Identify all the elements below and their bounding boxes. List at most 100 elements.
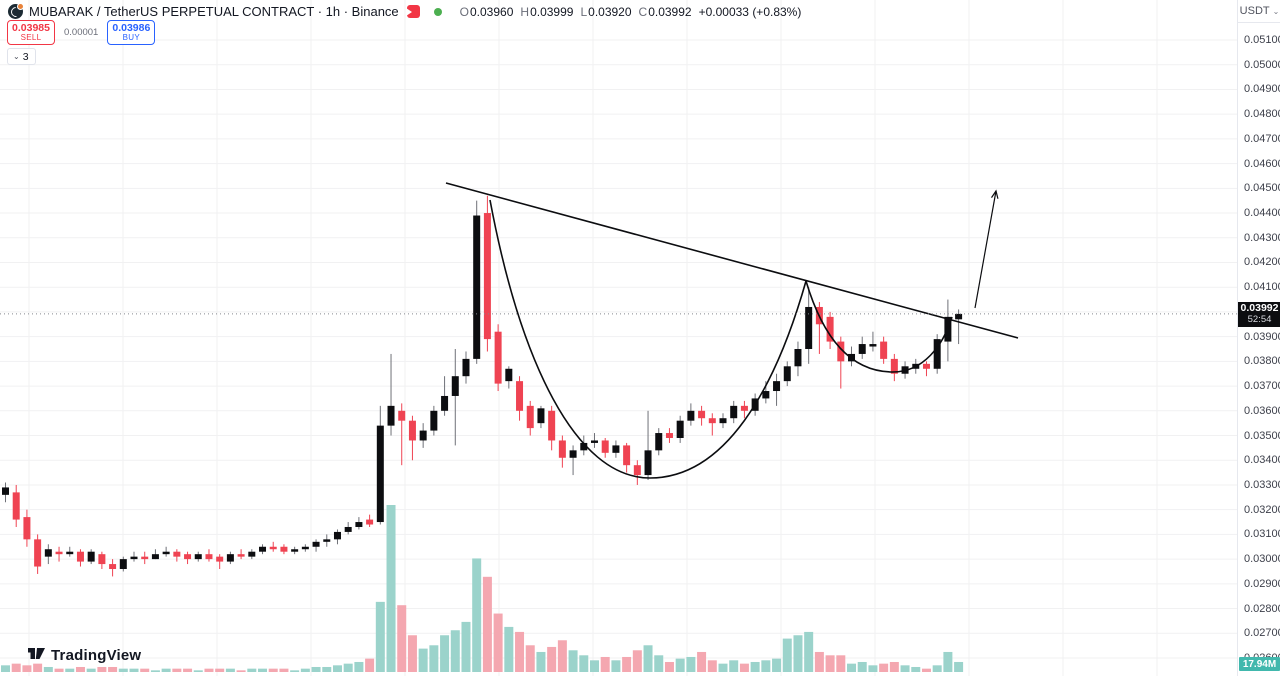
volume-bar	[461, 621, 471, 672]
indicators-collapse-pill[interactable]: ⌄ 3	[7, 48, 36, 65]
volume-bar	[386, 505, 396, 672]
candle-body	[2, 487, 9, 495]
volume-bar	[493, 613, 503, 672]
tradingview-watermark[interactable]: TradingView	[28, 647, 141, 664]
volume-bar	[450, 630, 460, 672]
candle-body	[98, 554, 106, 565]
volume-bar	[54, 668, 64, 672]
low-label: L	[580, 4, 588, 19]
candle-body	[569, 450, 577, 458]
price-axis-tick: 0.02800	[1244, 602, 1280, 615]
price-axis-tick: 0.04800	[1244, 108, 1280, 121]
volume-bar	[686, 656, 696, 672]
volume-bar	[804, 631, 814, 672]
volume-bar	[557, 640, 567, 672]
volume-bar	[654, 655, 664, 672]
volume-bar	[536, 651, 546, 672]
volume-bar	[204, 668, 214, 672]
candlestick-chart[interactable]	[0, 0, 1237, 676]
volume-bar	[589, 660, 599, 672]
volume-bar	[836, 655, 846, 672]
price-axis-tick: 0.03700	[1244, 380, 1280, 393]
candle-body	[483, 213, 491, 340]
volume-bar	[643, 645, 653, 672]
volume-bar	[739, 663, 749, 672]
candle-body	[730, 405, 738, 419]
volume-bar	[75, 666, 85, 672]
volume-bar	[161, 668, 171, 672]
chart-pane[interactable]	[0, 0, 1237, 676]
symbol-title[interactable]: MUBARAK / TetherUS PERPETUAL CONTRACT · …	[29, 4, 399, 19]
candle-body	[376, 425, 384, 523]
candle-body	[301, 546, 309, 550]
candle-body	[151, 554, 159, 560]
volume-bar	[911, 666, 921, 672]
candle-body	[248, 551, 256, 557]
handle-arc-drawing	[805, 280, 953, 373]
price-axis-tick: 0.04200	[1244, 256, 1280, 269]
market-open-dot-icon[interactable]	[433, 7, 442, 16]
candle-body	[526, 405, 534, 429]
candle-body	[762, 391, 770, 399]
volume-bar	[857, 661, 867, 672]
candle-body	[173, 551, 181, 557]
volume-bar	[440, 635, 450, 672]
currency-dropdown[interactable]: USDT ⌄	[1238, 0, 1280, 23]
price-axis-tick: 0.04500	[1244, 182, 1280, 195]
candle-body	[558, 440, 566, 458]
candle-body	[505, 368, 513, 382]
volume-bar	[354, 661, 364, 672]
candle-body	[226, 554, 234, 562]
volume-bar	[921, 668, 931, 672]
volume-bar	[515, 631, 525, 672]
volume-bar	[900, 665, 910, 672]
volume-bar	[697, 651, 707, 672]
arrowhead-icon	[991, 189, 999, 199]
candle-body	[130, 556, 138, 560]
candle-body	[537, 408, 545, 424]
current-price-badge: 0.03992 52:54	[1238, 301, 1280, 327]
tradingview-text: TradingView	[51, 647, 142, 664]
sell-button[interactable]: 0.03985 SELL	[7, 20, 55, 45]
volume-bar	[504, 626, 514, 672]
volume-bar	[300, 668, 310, 672]
volume-bar	[525, 645, 535, 672]
close-label: C	[638, 4, 648, 19]
candle-body	[601, 440, 609, 453]
volume-bar	[600, 656, 610, 672]
volume-bar	[825, 655, 835, 672]
high-value: 0.03999	[530, 4, 574, 19]
volume-bar	[322, 666, 332, 672]
volume-bar	[279, 668, 289, 672]
price-axis-tick: 0.03900	[1244, 330, 1280, 343]
volume-bar	[761, 660, 771, 672]
candle-body	[922, 363, 930, 369]
candle-body	[291, 549, 299, 552]
volume-bar	[225, 668, 235, 672]
candle-body	[398, 410, 406, 421]
price-axis-tick: 0.03200	[1244, 503, 1280, 516]
mubarak-coin-icon	[8, 3, 24, 20]
sell-label: SELL	[20, 33, 42, 43]
candle-body	[869, 344, 877, 347]
symbol-header: MUBARAK / TetherUS PERPETUAL CONTRACT · …	[8, 3, 801, 20]
candle-body	[955, 313, 963, 320]
volume-bar	[707, 660, 717, 672]
cup-arc-drawing	[489, 199, 807, 479]
price-axis[interactable]: USDT ⌄ 0.05100 0.05000 0.04900 0.04800 0.047…	[1237, 0, 1280, 676]
volume-bar	[86, 668, 96, 672]
open-value: 0.03960	[470, 4, 514, 19]
candle-body	[676, 420, 684, 438]
candle-body	[333, 531, 341, 540]
candle-body	[687, 410, 695, 421]
volume-bar	[129, 668, 139, 672]
candle-body	[494, 331, 502, 384]
volume-bar	[11, 663, 21, 672]
broker-flag-icon[interactable]	[406, 5, 420, 18]
sell-price: 0.03985	[12, 21, 50, 34]
buy-button[interactable]: 0.03986 BUY	[107, 20, 156, 45]
candle-body	[23, 517, 31, 540]
candle-body	[783, 366, 791, 382]
candle-body	[740, 405, 748, 411]
trade-buttons-row: 0.03985 SELL 0.00001 0.03986 BUY	[7, 20, 156, 45]
